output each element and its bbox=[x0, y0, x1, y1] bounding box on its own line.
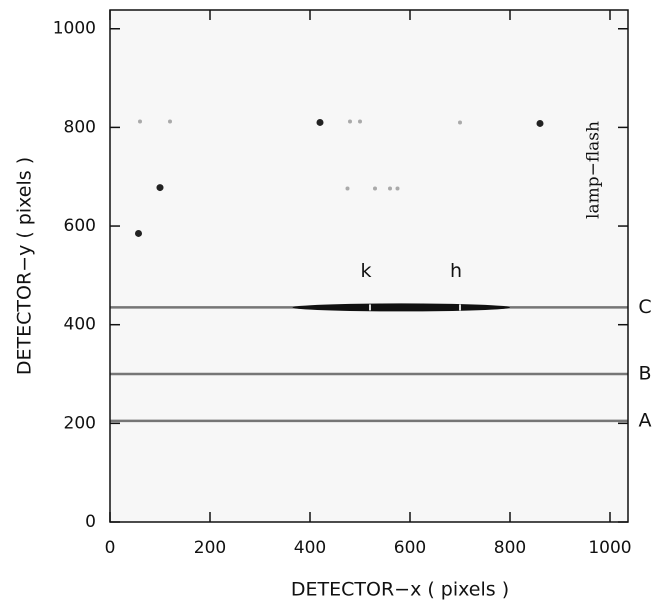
trace-label: C bbox=[638, 296, 651, 318]
spot bbox=[156, 184, 164, 192]
x-tick-label: 200 bbox=[194, 538, 226, 558]
line-label: h bbox=[450, 260, 462, 282]
spot bbox=[458, 120, 462, 125]
spot bbox=[388, 186, 392, 191]
spot bbox=[348, 119, 352, 124]
y-tick-label: 800 bbox=[64, 117, 96, 137]
detector-image bbox=[110, 10, 628, 522]
x-tick-label: 1000 bbox=[588, 538, 631, 558]
trace-label: B bbox=[638, 363, 651, 385]
spot bbox=[345, 186, 350, 191]
spot bbox=[536, 119, 544, 127]
line-label: k bbox=[360, 260, 371, 282]
y-tick-label: 400 bbox=[64, 315, 96, 335]
x-tick-label: 800 bbox=[494, 538, 526, 558]
spot bbox=[316, 118, 324, 126]
spot bbox=[138, 119, 142, 124]
spot bbox=[358, 119, 362, 124]
x-tick-label: 0 bbox=[105, 538, 116, 558]
y-axis-label: DETECTOR−y ( pixels ) bbox=[14, 157, 36, 375]
bright-region bbox=[292, 303, 510, 312]
y-tick-label: 200 bbox=[64, 413, 96, 433]
plot-frame bbox=[109, 9, 629, 523]
y-tick-label: 0 bbox=[85, 512, 96, 532]
spot bbox=[395, 186, 400, 191]
x-tick-label: 400 bbox=[294, 538, 326, 558]
trace-label: A bbox=[639, 409, 652, 431]
y-tick-label: 1000 bbox=[53, 19, 96, 39]
spot bbox=[373, 186, 377, 191]
annotation: lamp−flash bbox=[584, 121, 604, 219]
x-tick-label: 600 bbox=[394, 538, 426, 558]
spot bbox=[135, 229, 142, 237]
x-axis-label: DETECTOR−x ( pixels ) bbox=[291, 579, 509, 601]
spot bbox=[168, 119, 172, 124]
y-tick-label: 600 bbox=[64, 216, 96, 236]
